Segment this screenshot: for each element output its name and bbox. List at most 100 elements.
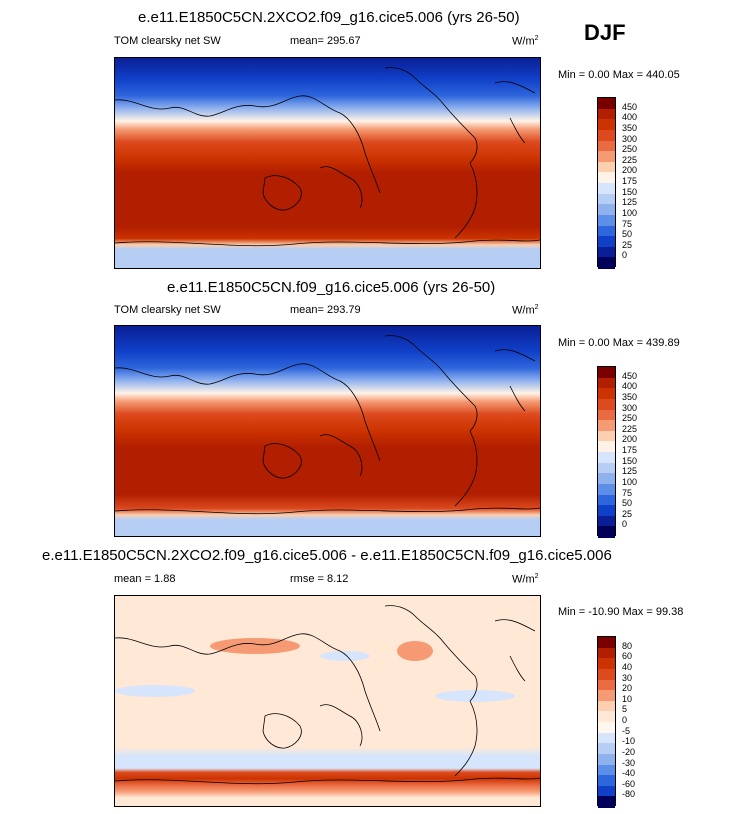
- colorbar-tick-label: 200: [622, 434, 638, 445]
- colorbar-tick-label: 0: [622, 250, 628, 261]
- colorbar-tick-label: 450: [622, 101, 638, 112]
- colorbar-tick-label: 225: [622, 154, 638, 165]
- colorbar-tick-label: 400: [622, 381, 638, 392]
- panel2-field-label: TOM clearsky net SW: [114, 304, 221, 316]
- colorbar-swatch: [598, 668, 615, 680]
- panel3-title: e.e11.E1850C5CN.2XCO2.f09_g16.cice5.006 …: [42, 547, 612, 564]
- colorbar-tick-label: -5: [622, 725, 631, 736]
- colorbar-swatch: [598, 246, 615, 258]
- colorbar-swatch: [598, 367, 615, 379]
- colorbar-swatch: [598, 236, 615, 248]
- panel2-minmax: Min = 0.00 Max = 439.89: [558, 337, 680, 349]
- colorbar-swatch: [598, 658, 615, 670]
- colorbar-swatch: [598, 700, 615, 712]
- colorbar-swatch: [598, 637, 615, 649]
- colorbar-tick-label: 60: [622, 651, 633, 662]
- panel3-units: W/m2: [512, 573, 539, 586]
- colorbar-tick-label: -30: [622, 757, 636, 768]
- colorbar-swatch: [598, 129, 615, 141]
- colorbar-tick-label: 5: [622, 704, 628, 715]
- panel1-map: [114, 57, 541, 269]
- colorbar-tick-label: 175: [622, 445, 638, 455]
- colorbar-tick-label: 250: [622, 413, 638, 424]
- colorbar-swatch: [598, 505, 615, 517]
- colorbar-tick-label: 150: [622, 455, 638, 466]
- colorbar-swatch: [598, 257, 615, 269]
- panel1-colorbar: [597, 97, 616, 269]
- panel1-mean-label: mean= 295.67: [290, 35, 361, 47]
- panel3-mean-label: mean = 1.88: [114, 573, 176, 585]
- colorbar-swatch: [598, 409, 615, 421]
- colorbar-tick-label: 400: [622, 112, 638, 123]
- colorbar-swatch: [598, 98, 615, 110]
- colorbar-swatch: [598, 775, 615, 787]
- colorbar-swatch: [598, 225, 615, 237]
- panel2-title: e.e11.E1850C5CN.f09_g16.cice5.006 (yrs 2…: [167, 279, 496, 296]
- colorbar-swatch: [598, 722, 615, 734]
- colorbar-swatch: [598, 193, 615, 205]
- colorbar-tick-label: 125: [622, 466, 638, 477]
- panel1-field-label: TOM clearsky net SW: [114, 35, 221, 47]
- colorbar-swatch: [598, 796, 615, 808]
- season-label: DJF: [584, 20, 626, 45]
- colorbar-swatch: [598, 172, 615, 184]
- colorbar-swatch: [598, 732, 615, 744]
- colorbar-swatch: [598, 140, 615, 152]
- colorbar-swatch: [598, 441, 615, 453]
- panel3-rmse-label: rmse = 8.12: [290, 573, 349, 585]
- colorbar-swatch: [598, 161, 615, 173]
- colorbar-tick-label: 0: [622, 519, 628, 530]
- colorbar-swatch: [598, 214, 615, 226]
- panel2-colorbar: [597, 366, 616, 538]
- colorbar-tick-label: -20: [622, 746, 636, 757]
- colorbar-swatch: [598, 183, 615, 195]
- colorbar-swatch: [598, 108, 615, 120]
- colorbar-tick-label: 350: [622, 391, 638, 402]
- colorbar-swatch: [598, 377, 615, 389]
- panel2-mean-label: mean= 293.79: [290, 304, 361, 316]
- colorbar-swatch: [598, 119, 615, 131]
- colorbar-swatch: [598, 743, 615, 755]
- panel2-map-field: [115, 326, 540, 536]
- colorbar-swatch: [598, 430, 615, 442]
- colorbar-swatch: [598, 526, 615, 538]
- colorbar-swatch: [598, 679, 615, 691]
- colorbar-swatch: [598, 204, 615, 216]
- panel1-units: W/m2: [512, 35, 539, 48]
- colorbar-tick-label: 150: [622, 186, 638, 197]
- panel2-map: [114, 325, 541, 537]
- colorbar-tick-label: 20: [622, 683, 633, 694]
- colorbar-tick-label: 100: [622, 207, 638, 218]
- colorbar-swatch: [598, 647, 615, 659]
- panel3-colorbar: [597, 636, 616, 808]
- colorbar-tick-label: -80: [622, 789, 636, 800]
- colorbar-swatch: [598, 494, 615, 506]
- colorbar-tick-label: 175: [622, 176, 638, 186]
- panel1-title: e.e11.E1850C5CN.2XCO2.f09_g16.cice5.006 …: [138, 9, 520, 26]
- colorbar-swatch: [598, 452, 615, 464]
- colorbar-tick-label: 125: [622, 197, 638, 208]
- colorbar-swatch: [598, 462, 615, 474]
- colorbar-tick-label: 50: [622, 498, 633, 509]
- colorbar-tick-label: 300: [622, 133, 638, 144]
- panel1-minmax: Min = 0.00 Max = 440.05: [558, 69, 680, 81]
- colorbar-tick-label: 300: [622, 402, 638, 413]
- colorbar-tick-label: 50: [622, 229, 633, 240]
- panel1-map-field: [115, 58, 540, 268]
- colorbar-swatch: [598, 690, 615, 702]
- colorbar-swatch: [598, 753, 615, 765]
- colorbar-tick-label: 10: [622, 693, 633, 704]
- colorbar-tick-label: -10: [622, 736, 636, 747]
- colorbar-swatch: [598, 473, 615, 485]
- colorbar-tick-label: 200: [622, 165, 638, 176]
- colorbar-tick-label: 100: [622, 476, 638, 487]
- colorbar-tick-label: -60: [622, 778, 636, 789]
- panel3-map: [114, 595, 541, 807]
- panel3-minmax: Min = -10.90 Max = 99.38: [558, 606, 684, 618]
- colorbar-tick-label: 250: [622, 144, 638, 155]
- colorbar-tick-label: 80: [622, 640, 633, 651]
- colorbar-tick-label: 0: [622, 715, 628, 725]
- colorbar-tick-label: 75: [622, 218, 633, 229]
- colorbar-tick-label: 225: [622, 423, 638, 434]
- colorbar-tick-label: 75: [622, 487, 633, 498]
